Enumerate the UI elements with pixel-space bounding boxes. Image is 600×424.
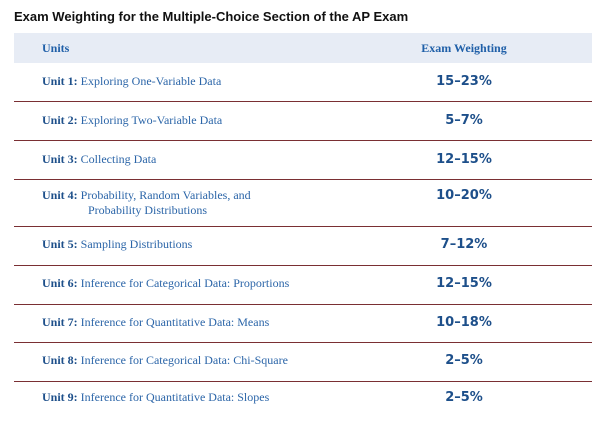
table-row: Unit 2: Exploring Two-Variable Data 5–7% — [14, 102, 592, 141]
unit-number: Unit 7: — [42, 315, 78, 329]
unit-cell: Unit 1: Exploring One-Variable Data — [42, 74, 221, 89]
unit-number: Unit 8: — [42, 353, 78, 367]
unit-number: Unit 6: — [42, 276, 78, 290]
unit-number: Unit 5: — [42, 237, 78, 251]
unit-cell: Unit 6: Inference for Categorical Data: … — [42, 276, 289, 291]
table-row: Unit 9: Inference for Quantitative Data:… — [14, 382, 592, 414]
table-row: Unit 7: Inference for Quantitative Data:… — [14, 305, 592, 343]
weighting-cell: 15–23% — [436, 74, 492, 89]
unit-cell: Unit 4: Probability, Random Variables, a… — [42, 188, 251, 218]
unit-name: Exploring One-Variable Data — [80, 74, 222, 88]
weighting-cell: 12–15% — [436, 152, 492, 167]
table-row: Unit 6: Inference for Categorical Data: … — [14, 266, 592, 305]
weighting-column-header: Exam Weighting — [421, 41, 507, 55]
unit-number: Unit 3: — [42, 152, 78, 166]
weighting-cell: 10–20% — [436, 188, 492, 203]
unit-name: Inference for Quantitative Data: Means — [80, 315, 270, 329]
unit-name: Inference for Categorical Data: Proporti… — [80, 276, 290, 290]
unit-cell: Unit 7: Inference for Quantitative Data:… — [42, 315, 269, 330]
table-row: Unit 8: Inference for Categorical Data: … — [14, 343, 592, 382]
weighting-cell: 2–5% — [445, 353, 483, 368]
page-title: Exam Weighting for the Multiple-Choice S… — [14, 9, 409, 24]
unit-name: Sampling Distributions — [80, 237, 193, 251]
unit-cell: Unit 2: Exploring Two-Variable Data — [42, 113, 222, 128]
weighting-cell: 7–12% — [440, 237, 488, 252]
weighting-cell: 12–15% — [436, 276, 492, 291]
unit-name: Inference for Categorical Data: Chi-Squa… — [80, 353, 288, 367]
unit-cell: Unit 3: Collecting Data — [42, 152, 156, 167]
table-row: Unit 4: Probability, Random Variables, a… — [14, 180, 592, 227]
unit-number: Unit 2: — [42, 113, 78, 127]
unit-number: Unit 1: — [42, 74, 78, 88]
unit-cell: Unit 8: Inference for Categorical Data: … — [42, 353, 288, 368]
exam-weighting-table: Units Exam Weighting Unit 1: Exploring O… — [14, 33, 592, 415]
unit-number: Unit 9: — [42, 390, 78, 404]
unit-cell: Unit 9: Inference for Quantitative Data:… — [42, 390, 269, 405]
unit-name: Exploring Two-Variable Data — [80, 113, 223, 127]
unit-name: Probability, Random Variables, and — [80, 188, 251, 202]
unit-name: Collecting Data — [80, 152, 157, 166]
weighting-cell: 2–5% — [445, 390, 483, 405]
table-row: Unit 1: Exploring One-Variable Data 15–2… — [14, 63, 592, 102]
table-row: Unit 5: Sampling Distributions 7–12% — [14, 227, 592, 266]
unit-number: Unit 4: — [42, 188, 78, 202]
table-header: Units Exam Weighting — [14, 33, 592, 63]
units-column-header: Units — [42, 41, 70, 55]
weighting-cell: 5–7% — [445, 113, 483, 128]
weighting-cell: 10–18% — [436, 315, 492, 330]
table-row: Unit 3: Collecting Data 12–15% — [14, 141, 592, 180]
unit-cell: Unit 5: Sampling Distributions — [42, 237, 192, 252]
unit-name: Inference for Quantitative Data: Slopes — [80, 390, 270, 404]
unit-name-line-2: Probability Distributions — [88, 203, 208, 217]
